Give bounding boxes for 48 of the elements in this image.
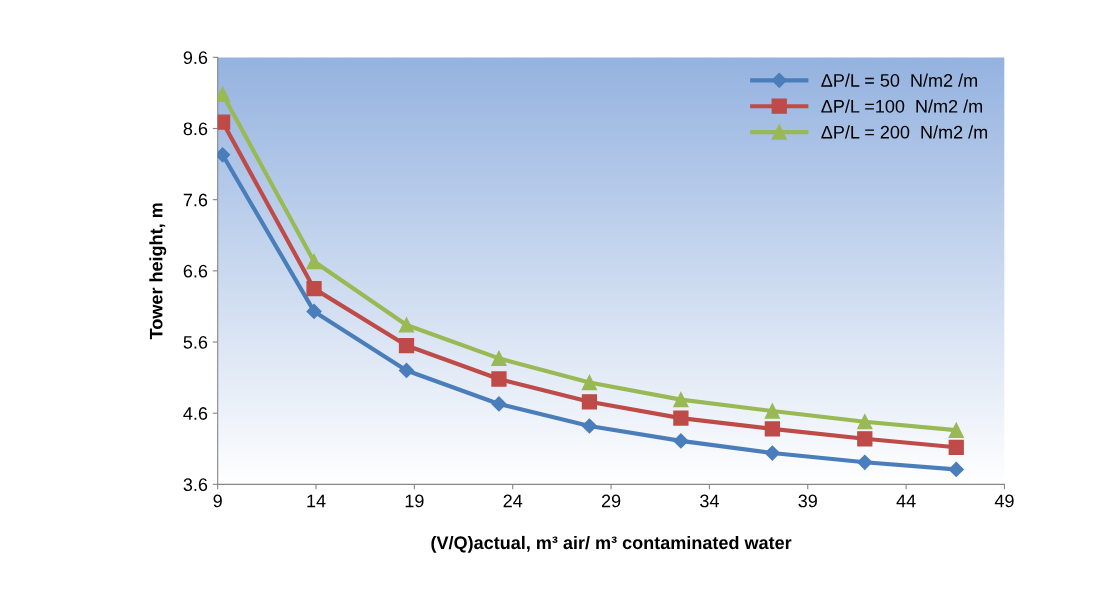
x-tick-label: 19: [405, 494, 424, 508]
y-tick-label: 8.6: [183, 122, 208, 136]
point: [948, 422, 964, 438]
point: [491, 371, 507, 387]
legend-label: ΔP/L = 200 N/m2 /m: [821, 125, 988, 139]
point: [217, 147, 231, 163]
x-tick-label: 9: [213, 494, 222, 508]
point: [673, 433, 689, 449]
y-tick-label: 9.6: [183, 51, 208, 65]
point: [764, 421, 780, 437]
point: [948, 439, 964, 455]
point: [491, 396, 507, 412]
x-tick-label: 49: [994, 494, 1014, 508]
legend-label: ΔP/L =100 N/m2 /m: [821, 99, 982, 113]
x-axis-title: (V/Q)actual, m³ air/ m³ contaminated water: [431, 535, 792, 553]
point: [673, 410, 689, 426]
point: [306, 253, 322, 270]
point: [398, 337, 415, 354]
legend-label: ΔP/L = 50 N/m2 /m: [821, 73, 977, 87]
x-tick-label: 44: [896, 494, 916, 508]
point: [217, 86, 231, 102]
y-tick-label: 5.6: [183, 335, 208, 349]
point: [857, 454, 873, 470]
point: [581, 418, 597, 434]
point: [673, 392, 689, 408]
point: [581, 394, 598, 410]
point: [948, 461, 964, 477]
point: [764, 445, 780, 461]
point: [398, 362, 415, 379]
point: [306, 303, 322, 319]
point: [491, 350, 507, 367]
y-tick-label: 3.6: [183, 478, 208, 492]
y-tick-label: 6.6: [183, 264, 208, 278]
point: [857, 414, 873, 430]
point: [857, 431, 873, 447]
x-tick-label: 34: [700, 494, 719, 508]
point: [306, 280, 322, 297]
point: [217, 114, 231, 130]
y-tick-label: 4.6: [183, 407, 208, 420]
y-axis-title: Tower height, m: [149, 203, 167, 340]
y-tick-label: 7.6: [183, 193, 208, 207]
x-tick-label: 29: [601, 494, 621, 508]
x-tick-label: 39: [798, 494, 817, 508]
x-tick-label: 24: [503, 494, 523, 508]
point: [581, 374, 598, 391]
point: [398, 317, 415, 333]
x-tick-label: 14: [307, 494, 326, 508]
point: [764, 403, 780, 419]
